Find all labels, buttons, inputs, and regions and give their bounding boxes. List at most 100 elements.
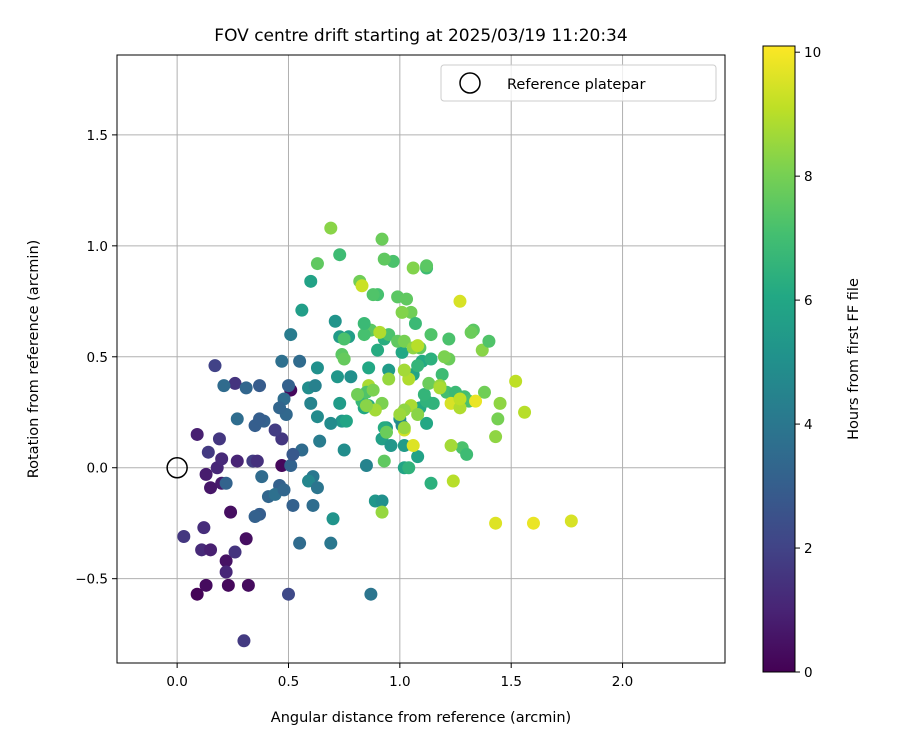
data-point xyxy=(255,470,269,484)
data-point xyxy=(526,516,540,530)
colorbar-frame xyxy=(762,45,796,673)
data-point xyxy=(464,325,478,339)
data-point xyxy=(373,325,387,339)
data-point xyxy=(379,425,393,439)
data-point xyxy=(424,328,438,342)
data-point xyxy=(411,339,425,353)
y-grid xyxy=(117,134,725,580)
x-tick-label: 0.5 xyxy=(278,674,299,690)
data-point xyxy=(239,532,253,546)
legend-box xyxy=(440,64,717,102)
data-point xyxy=(230,454,244,468)
data-point xyxy=(357,316,371,330)
data-point xyxy=(275,459,289,473)
data-point xyxy=(241,578,255,592)
data-point xyxy=(362,361,376,375)
data-point xyxy=(310,481,324,495)
data-point xyxy=(420,416,434,430)
data-point xyxy=(217,379,231,393)
data-point xyxy=(397,334,411,348)
x-axis-label: Angular distance from reference (arcmin) xyxy=(271,710,571,726)
data-point xyxy=(208,359,222,373)
x-tick-label: 1.0 xyxy=(389,674,410,690)
data-point xyxy=(286,498,300,512)
legend: Reference platepar xyxy=(440,64,717,102)
data-point xyxy=(308,379,322,393)
data-point xyxy=(489,516,503,530)
data-point xyxy=(424,352,438,366)
data-point xyxy=(375,505,389,519)
data-point xyxy=(195,543,209,557)
data-point xyxy=(453,294,467,308)
data-point xyxy=(310,257,324,271)
data-point xyxy=(177,530,191,544)
data-point xyxy=(197,521,211,535)
legend-label: Reference platepar xyxy=(507,77,645,93)
y-tick-label: 0.0 xyxy=(87,461,108,477)
colorbar-tick-label: 8 xyxy=(804,169,813,185)
x-tick-label: 2.0 xyxy=(612,674,633,690)
data-point xyxy=(199,467,213,481)
data-point xyxy=(489,430,503,444)
data-point xyxy=(333,396,347,410)
data-point xyxy=(435,368,449,382)
colorbar-tick-label: 6 xyxy=(804,293,813,309)
colorbar-tick-label: 0 xyxy=(804,665,813,681)
data-point xyxy=(469,394,483,408)
data-point xyxy=(344,370,358,384)
data-point xyxy=(397,439,411,453)
data-point xyxy=(275,354,289,368)
data-point xyxy=(219,565,233,579)
data-point xyxy=(408,316,422,330)
data-point xyxy=(366,288,380,302)
data-point xyxy=(284,459,298,473)
data-point xyxy=(328,314,342,328)
data-point xyxy=(310,361,324,375)
data-point xyxy=(250,454,264,468)
data-point xyxy=(237,634,251,648)
data-point xyxy=(411,450,425,464)
y-axis-ticks: −0.5 0.0 0.5 1.0 1.5 xyxy=(75,128,117,588)
data-point xyxy=(293,354,307,368)
data-point xyxy=(442,332,456,346)
data-point xyxy=(375,494,389,508)
data-point xyxy=(433,381,447,395)
data-point xyxy=(382,372,396,386)
data-point xyxy=(199,578,213,592)
data-point xyxy=(371,343,385,357)
data-point xyxy=(281,379,295,393)
y-axis-label: Rotation from reference (arcmin) xyxy=(26,240,42,479)
scatter-points xyxy=(177,221,578,648)
data-point xyxy=(406,261,420,275)
data-point xyxy=(281,587,295,601)
data-point xyxy=(275,432,289,446)
data-point xyxy=(310,410,324,424)
colorbar-ticks: 0 2 4 6 8 10 xyxy=(795,45,821,681)
data-point xyxy=(201,445,215,459)
data-point xyxy=(286,447,300,461)
data-point xyxy=(509,374,523,388)
reference-platepar-marker xyxy=(166,456,188,479)
data-point xyxy=(306,498,320,512)
colorbar-tick-label: 4 xyxy=(804,417,813,433)
data-point xyxy=(230,412,244,426)
data-point xyxy=(402,461,416,475)
data-point xyxy=(326,512,340,526)
data-point xyxy=(404,305,418,319)
data-point xyxy=(357,328,371,342)
data-point xyxy=(204,543,218,557)
data-point xyxy=(359,399,373,413)
data-point xyxy=(397,363,411,377)
data-point xyxy=(377,252,391,266)
data-point xyxy=(284,328,298,342)
data-point xyxy=(268,423,282,437)
data-point xyxy=(337,443,351,457)
data-point xyxy=(351,388,365,402)
data-point xyxy=(411,407,425,421)
data-point xyxy=(491,412,505,426)
data-point xyxy=(273,401,287,415)
data-point xyxy=(190,427,204,441)
y-tick-label: 1.0 xyxy=(87,239,108,255)
data-point xyxy=(212,432,226,446)
colorbar-label: Hours from first FF file xyxy=(846,278,862,440)
